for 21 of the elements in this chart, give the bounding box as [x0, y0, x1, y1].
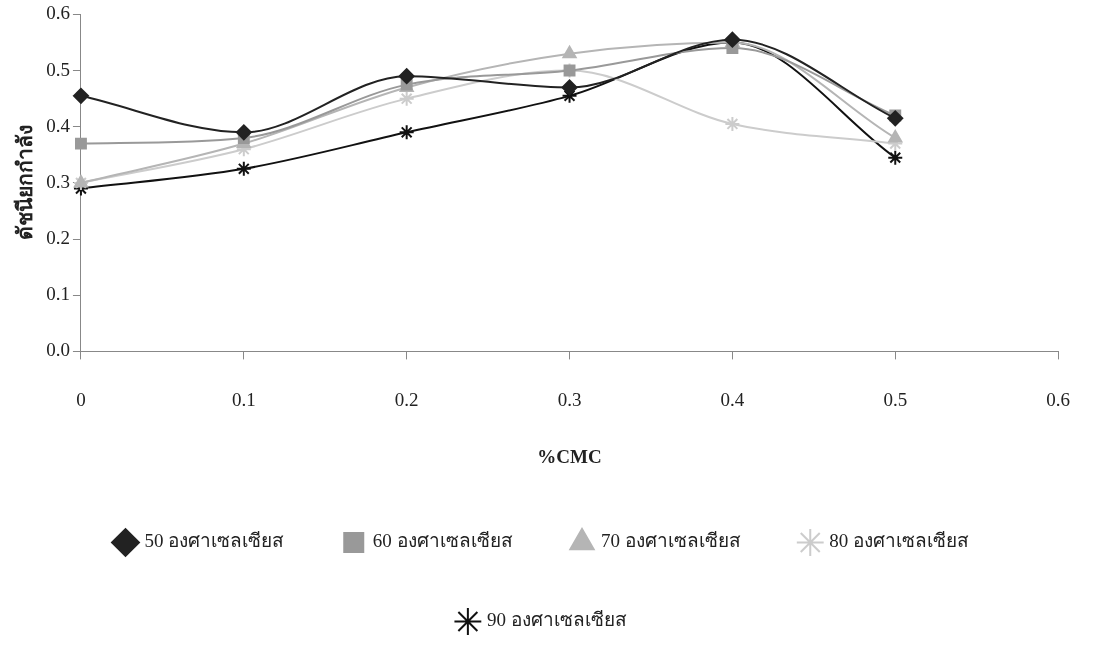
x-tick-label: 0.5: [883, 388, 908, 410]
legend-label: 80 องศาเซลเซียส: [829, 530, 969, 552]
x-tick-label: 0.2: [394, 388, 419, 410]
x-tick-label: 0: [76, 388, 86, 410]
y-tick-label: 0.1: [46, 283, 70, 305]
x-axis-title: %CMC: [537, 445, 602, 467]
x-tick-label: 0.6: [1046, 388, 1070, 410]
y-tick-label: 0.2: [46, 227, 70, 249]
x-tick-label: 0.3: [557, 388, 582, 410]
y-tick-label: 0.3: [46, 170, 70, 192]
y-tick-label: 0.0: [46, 339, 70, 361]
x-tick-label: 0.4: [720, 388, 745, 410]
y-tick-label: 0.6: [46, 2, 70, 24]
legend-label: 50 องศาเซลเซียส: [144, 530, 285, 552]
y-tick-label: 0.4: [46, 114, 71, 136]
x-tick-label: 0.1: [231, 388, 256, 410]
legend-label: 70 องศาเซลเซียส: [601, 530, 741, 552]
legend-label: 60 องศาเซลเซียส: [372, 530, 513, 552]
y-tick-label: 0.5: [46, 58, 70, 80]
y-axis-title: ดัชนียกกำลัง: [13, 125, 38, 241]
legend-label: 90 องศาเซลเซียส: [486, 609, 627, 631]
